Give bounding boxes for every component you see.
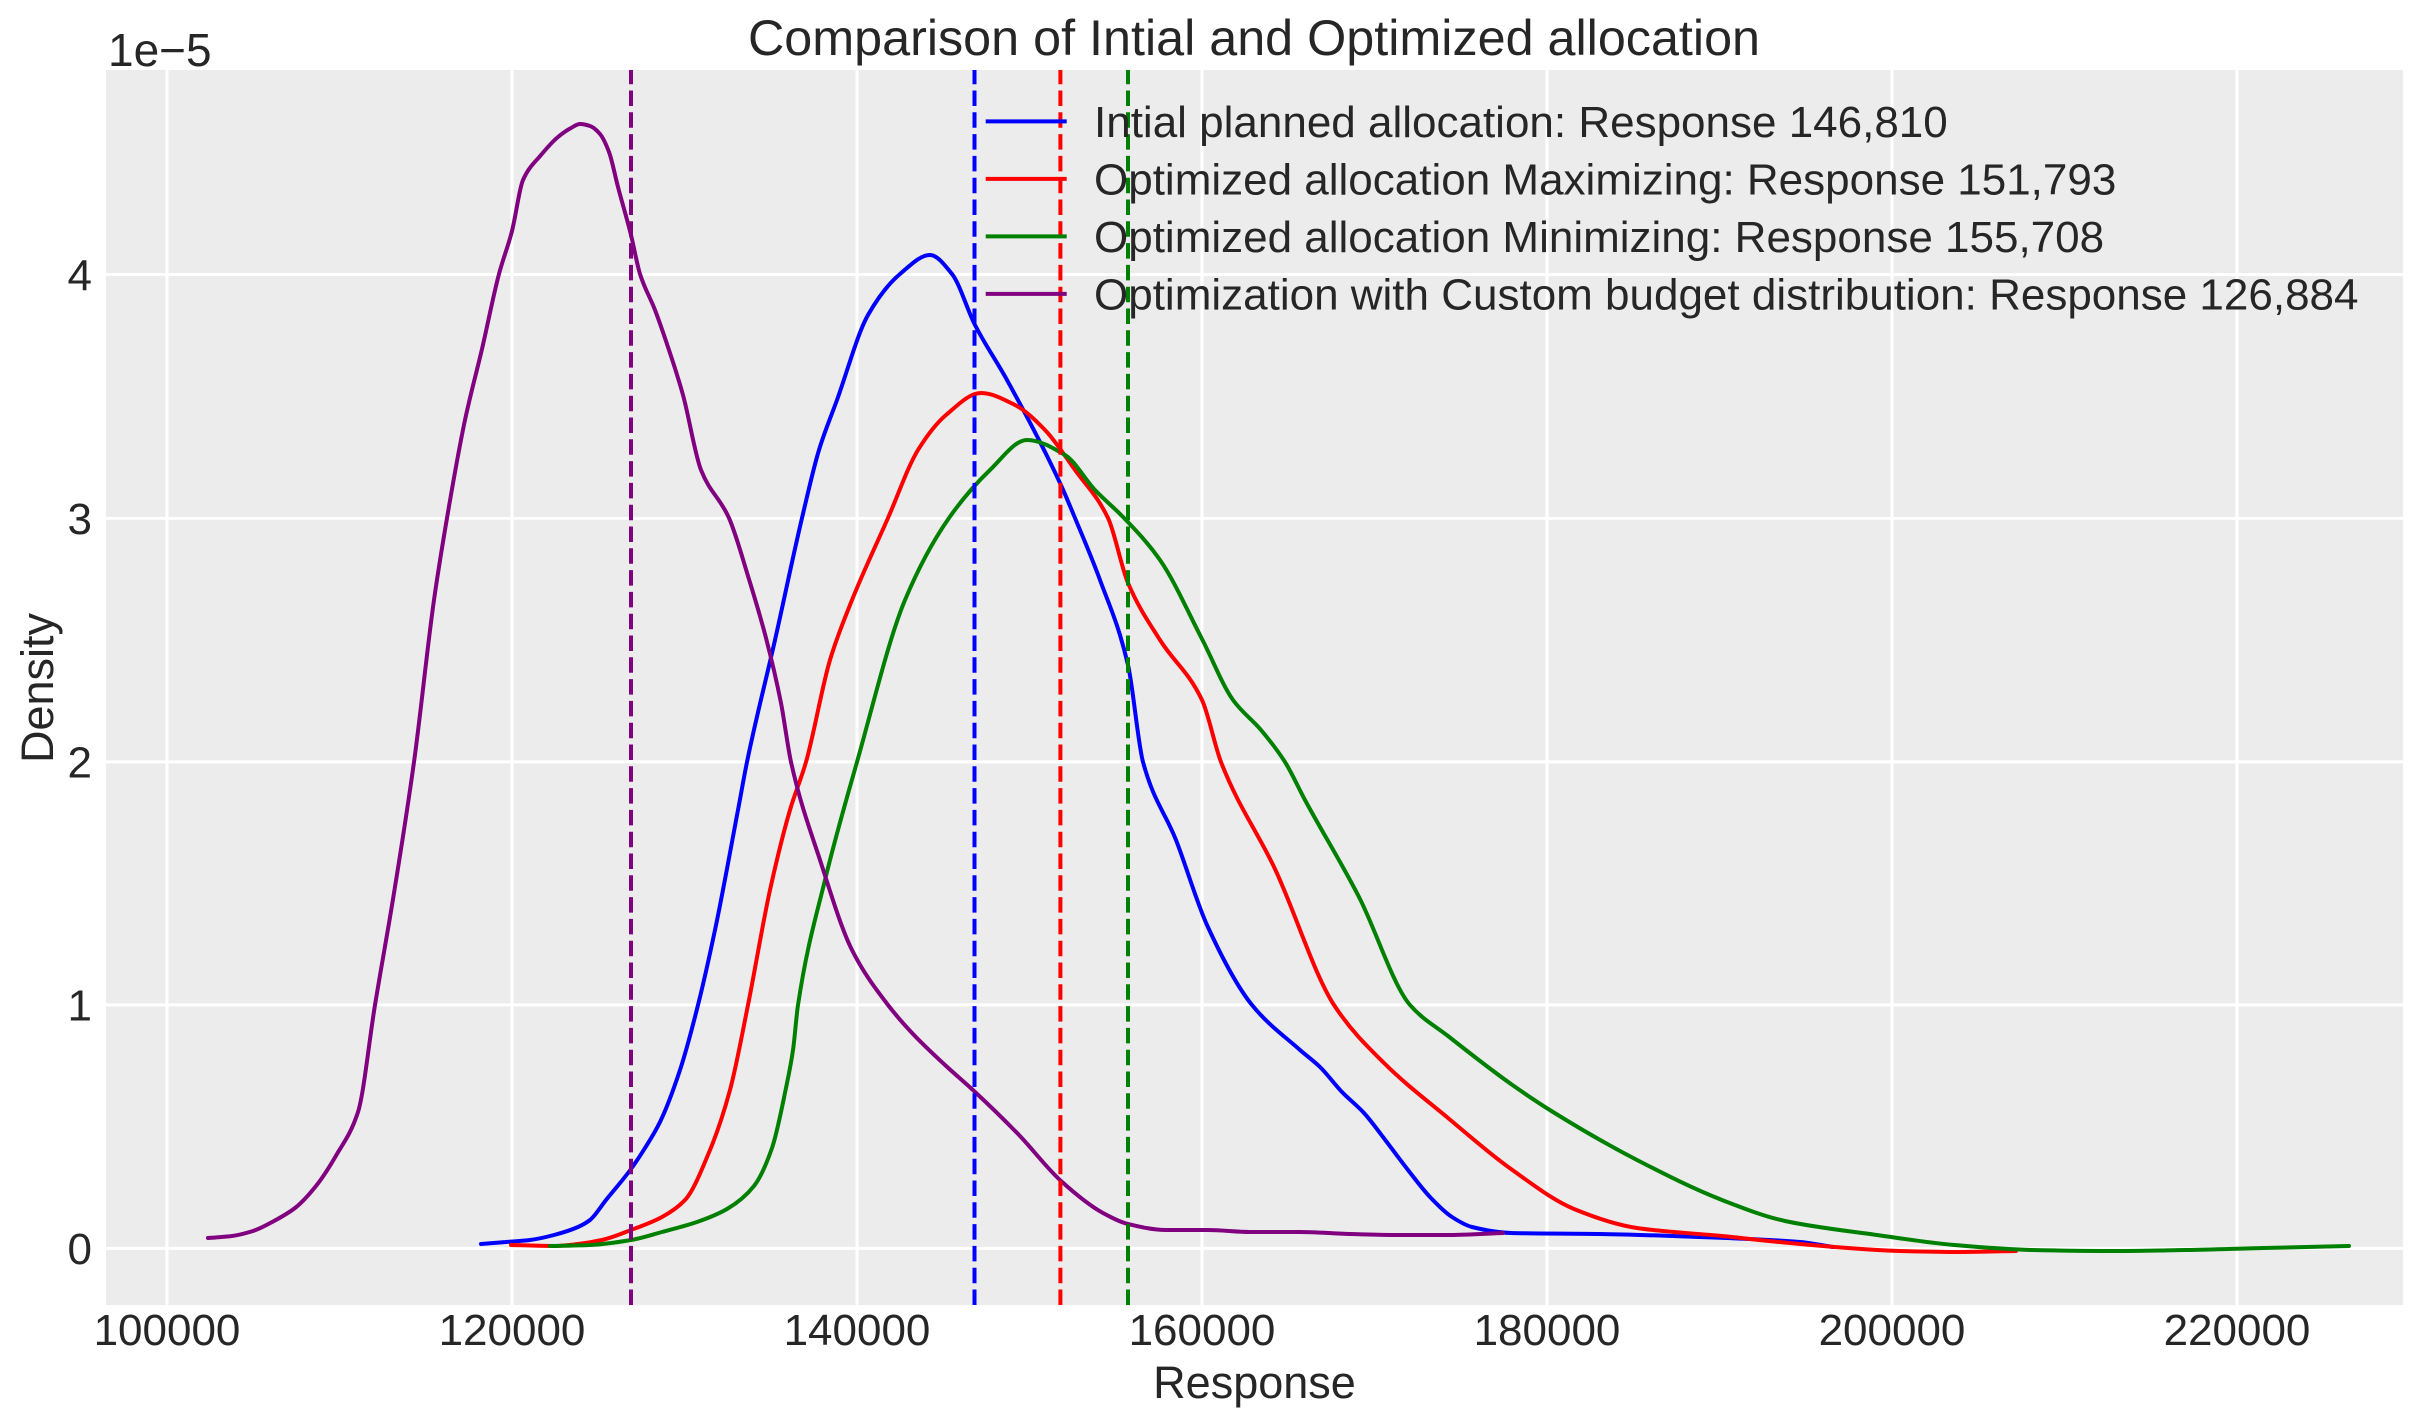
- svg-text:200000: 200000: [1819, 1306, 1966, 1355]
- svg-text:180000: 180000: [1474, 1306, 1621, 1355]
- svg-text:Comparison of Intial and Optim: Comparison of Intial and Optimized alloc…: [748, 9, 1760, 66]
- svg-text:1e−5: 1e−5: [108, 24, 212, 76]
- svg-text:4: 4: [68, 251, 92, 300]
- svg-text:2: 2: [68, 739, 92, 788]
- svg-text:160000: 160000: [1129, 1306, 1276, 1355]
- svg-text:Response: Response: [1153, 1357, 1356, 1408]
- svg-text:Optimized allocation Minimizin: Optimized allocation Minimizing: Respons…: [1094, 213, 2104, 262]
- svg-text:Optimized allocation Maximizin: Optimized allocation Maximizing: Respons…: [1094, 156, 2116, 205]
- svg-text:1: 1: [68, 982, 92, 1031]
- svg-text:Density: Density: [12, 612, 63, 763]
- svg-text:120000: 120000: [439, 1306, 586, 1355]
- svg-text:0: 0: [68, 1225, 92, 1274]
- svg-text:Intial planned allocation: Res: Intial planned allocation: Response 146,…: [1094, 98, 1948, 147]
- svg-text:220000: 220000: [2164, 1306, 2311, 1355]
- svg-text:Optimization with Custom budge: Optimization with Custom budget distribu…: [1094, 271, 2358, 320]
- svg-text:3: 3: [68, 495, 92, 544]
- svg-text:140000: 140000: [784, 1306, 931, 1355]
- svg-text:100000: 100000: [94, 1306, 241, 1355]
